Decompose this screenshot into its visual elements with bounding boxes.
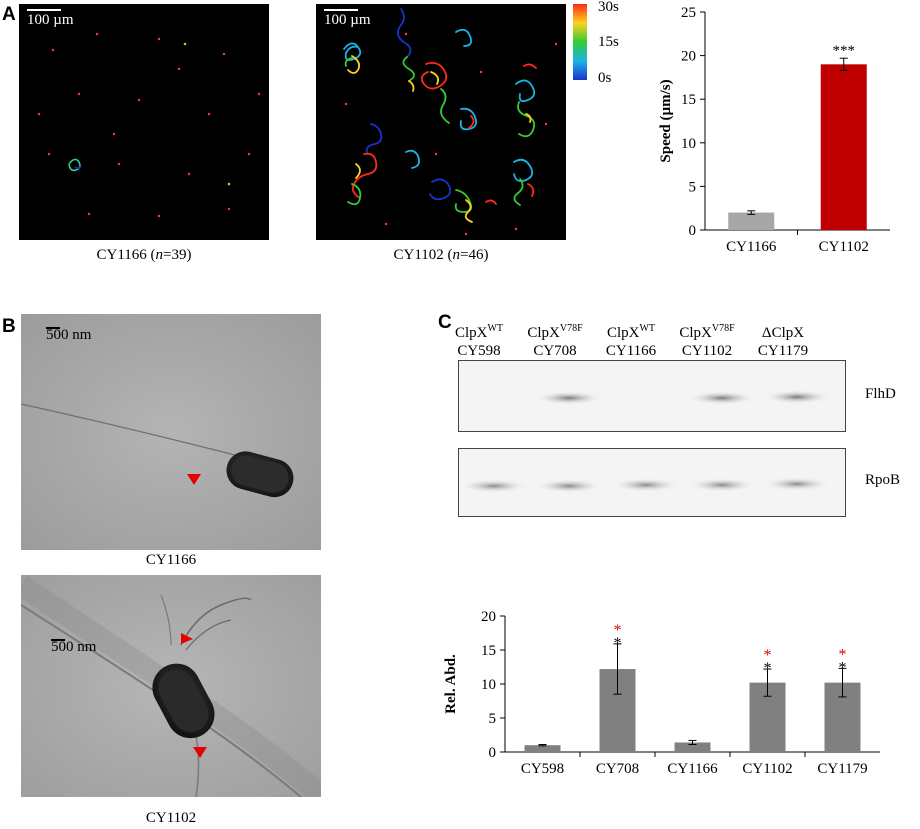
x-tick-label: CY1102 (742, 761, 792, 777)
lane-strain: CY1166 (605, 343, 657, 359)
lane-genotype-sup: V78F (711, 323, 735, 334)
lane-genotype: ClpX (527, 325, 560, 341)
lane-genotype: ClpX (679, 325, 712, 341)
em-caption-cy1102: CY1102 (145, 810, 197, 826)
lane-header: ClpXV78F CY708 (510, 320, 600, 360)
lane-genotype-sup: WT (487, 323, 504, 334)
scale-bar (27, 9, 61, 11)
y-tick-label: 0 (489, 745, 497, 761)
x-tick-label: CY1102 (819, 239, 869, 255)
bar-cy1166 (728, 212, 775, 230)
y-tick-label: 10 (481, 677, 496, 693)
scale-label: 100 µm (27, 12, 74, 28)
y-tick-label: 20 (681, 49, 696, 65)
scale-bar (46, 327, 60, 329)
lane-strain: CY1102 (681, 343, 733, 359)
speed-bar-chart: 0 5 10 15 20 25 Speed (µm/s) CY1166 CY1102 *** (658, 5, 890, 255)
significance-mark-black: * (614, 635, 622, 652)
tracking-image-cy1166: 100 µm (19, 4, 269, 240)
colorbar-tick-0s: 0s (598, 70, 612, 86)
significance-mark-red: * (764, 647, 772, 664)
bar-cy598 (524, 745, 561, 752)
lane-strain: CY598 (457, 343, 501, 359)
scale-bar (324, 9, 358, 11)
y-axis-label: Rel. Abd. (443, 654, 459, 714)
y-tick-label: 5 (689, 179, 697, 195)
western-blot-flhd (458, 360, 846, 432)
lane-header: ClpXWT CY598 (434, 320, 524, 360)
lane-header: ClpXWT CY1166 (586, 320, 676, 360)
bar-cy1102 (820, 64, 867, 230)
panel-c-letter: C (438, 312, 452, 333)
tracking-tracks-cy1102 (343, 8, 558, 236)
caption-n: n (155, 247, 164, 263)
em-image-cy1102: 500 nm (21, 575, 321, 797)
caption-count: =46 (460, 247, 484, 263)
colorbar-gradient (573, 4, 587, 80)
bar-cy1166 (674, 742, 711, 752)
significance-mark-black: * (764, 660, 772, 677)
y-tick-label: 5 (489, 711, 497, 727)
lane-header: ClpXV78F CY1102 (662, 320, 752, 360)
x-tick-label: CY1166 (667, 761, 718, 777)
y-tick-label: 10 (681, 136, 696, 152)
significance-mark-black: * (839, 659, 847, 676)
colorbar-tick-15s: 15s (598, 34, 619, 50)
tracking-tracks-cy1166 (37, 32, 261, 218)
x-tick-label: CY598 (521, 761, 564, 777)
y-tick-label: 0 (689, 223, 697, 239)
y-tick-label: 25 (681, 5, 696, 21)
caption-strain: CY1102 (393, 247, 444, 263)
y-tick-label: 15 (681, 92, 696, 108)
panel-a-letter: A (2, 4, 16, 25)
significance-mark: *** (833, 43, 856, 59)
em-cell-cy1102 (21, 575, 321, 797)
caption-strain: CY1166 (96, 247, 147, 263)
lane-header: ΔClpX CY1179 (738, 320, 828, 360)
lane-strain: CY708 (533, 343, 577, 359)
y-tick-label: 15 (481, 643, 496, 659)
em-cell-cy1166 (21, 314, 321, 550)
time-colorbar (573, 4, 587, 80)
blot-label-rpob: RpoB (865, 472, 901, 488)
lane-genotype: ΔClpX (761, 325, 805, 341)
blot-bands-flhd (535, 390, 831, 405)
image-caption-cy1166: CY1166 (n=39) (96, 247, 192, 263)
image-caption-cy1102: CY1102 (n=46) (393, 247, 489, 263)
blot-label-flhd: FlhD (865, 386, 896, 402)
lane-genotype: ClpX (454, 325, 488, 341)
colorbar-tick-30s: 30s (598, 0, 619, 15)
caption-count: =39 (163, 247, 187, 263)
scale-label: 500 nm (51, 639, 97, 655)
western-blot-rpob (458, 448, 846, 517)
x-tick-label: CY708 (596, 761, 639, 777)
caption-n: n (452, 247, 461, 263)
lane-genotype-sup: WT (639, 323, 656, 334)
tracking-image-cy1102: 100 µm (316, 4, 566, 240)
scale-bar (51, 639, 65, 641)
lane-genotype: ClpX (606, 325, 640, 341)
scale-label: 500 nm (46, 327, 92, 343)
y-axis-label: Speed (µm/s) (658, 79, 674, 162)
lane-genotype-sup: V78F (559, 323, 583, 334)
y-tick-label: 20 (481, 609, 496, 625)
panel-b-letter: B (2, 316, 16, 337)
em-image-cy1166: 500 nm (21, 314, 321, 550)
lane-strain: CY1179 (757, 343, 809, 359)
significance-mark-red: * (614, 622, 622, 639)
em-caption-cy1166: CY1166 (145, 552, 197, 568)
x-tick-label: CY1179 (817, 761, 867, 777)
x-tick-label: CY1166 (726, 239, 777, 255)
blot-bands-rpob (460, 477, 831, 493)
scale-label: 100 µm (324, 12, 371, 28)
significance-mark-red: * (839, 646, 847, 663)
